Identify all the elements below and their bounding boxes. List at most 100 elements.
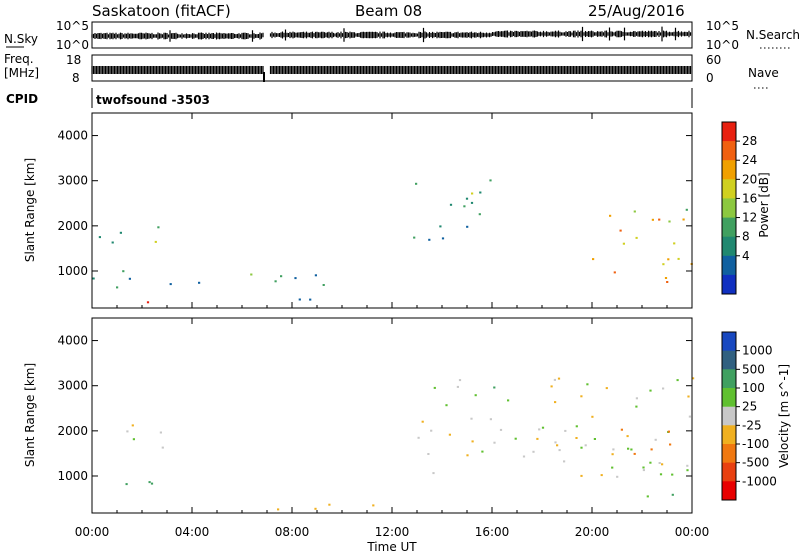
velocity-panel: 4000 3000 2000 1000 Slant Range [km] 1000 50… <box>23 317 791 514</box>
echo-cell <box>592 258 595 261</box>
power-colorbar-label: Power [dB] <box>757 172 771 237</box>
echo-cell <box>586 383 589 386</box>
x-tick-label: 00:00 <box>675 525 710 539</box>
echo-cell <box>471 440 474 443</box>
colorbar-tick-label: 1000 <box>742 344 773 358</box>
echo-cell <box>125 483 128 486</box>
echo-cell <box>157 226 160 229</box>
echo-cell <box>119 231 122 234</box>
freq-left-tick-bottom: 8 <box>72 71 80 85</box>
echo-cell <box>541 426 545 429</box>
echo-cell <box>627 447 630 450</box>
colorbar-swatch <box>722 332 736 352</box>
colorbar-tick-label: 28 <box>742 134 757 148</box>
colorbar-tick-label: -100 <box>742 437 769 451</box>
echo-cell <box>687 395 690 398</box>
echo-cell <box>274 280 277 283</box>
echo-cell <box>536 437 539 440</box>
echo-cell <box>465 197 469 200</box>
echo-cell <box>692 377 695 380</box>
echo-cell <box>470 201 474 204</box>
y-tick-label: 1000 <box>57 469 88 483</box>
colorbar-swatch <box>722 274 736 295</box>
echo-cell <box>456 385 459 388</box>
echo-cell <box>688 415 691 418</box>
time-x-axis: 00:00 04:00 08:00 12:00 16:00 20:00 00:00 <box>75 113 710 539</box>
echo-cell <box>642 466 645 469</box>
echo-cell <box>481 450 484 453</box>
echo-cell <box>161 446 164 449</box>
colorbar-swatch <box>722 444 736 464</box>
echo-cell <box>630 448 633 451</box>
echo-cell <box>489 418 492 421</box>
echo-cell <box>633 452 636 455</box>
noise-right-tick-top: 10^5 <box>706 19 739 33</box>
echo-cell <box>154 240 157 243</box>
freq-left-label-1: Freq. <box>4 52 34 66</box>
echo-cell <box>372 504 375 507</box>
echo-cell <box>664 277 668 279</box>
colorbar-frame <box>721 331 737 501</box>
echo-cell <box>417 436 420 439</box>
beam-title: Beam 08 <box>355 2 422 20</box>
echo-cell <box>478 213 481 216</box>
echo-cell <box>132 438 135 441</box>
echo-cell <box>550 385 553 388</box>
colorbar-swatch <box>722 406 736 426</box>
echo-cell <box>448 433 451 436</box>
echo-cell <box>493 386 496 389</box>
echo-cell <box>280 275 283 278</box>
power-colorbar: 28 24 20 16 12 8 4 <box>721 121 757 295</box>
echo-cell <box>557 377 561 380</box>
echo-cell <box>489 179 492 182</box>
echo-cell <box>654 438 657 441</box>
echo-cell <box>649 389 652 392</box>
freq-left-label-2: [MHz] <box>4 66 39 80</box>
noise-left-tick-bottom: 10^0 <box>56 38 89 52</box>
echo-cell <box>646 495 649 498</box>
power-panel-frame <box>91 112 693 309</box>
echo-cell <box>458 379 462 382</box>
echo-cell <box>584 444 587 447</box>
date-title: 25/Aug/2016 <box>588 2 685 20</box>
echo-cell <box>122 270 125 273</box>
echo-cell <box>613 271 616 274</box>
freq-right-tick-bottom: 0 <box>706 71 714 85</box>
echo-cell <box>499 428 503 431</box>
echo-cell <box>432 472 435 475</box>
echo-cell <box>616 475 619 478</box>
echo-cell <box>685 208 688 211</box>
echo-cell <box>92 277 95 280</box>
echo-cell <box>298 298 301 301</box>
echo-cell <box>651 218 654 221</box>
colorbar-frame <box>721 121 737 295</box>
y-tick-label: 2000 <box>57 219 88 233</box>
colorbar-swatch <box>722 350 736 370</box>
y-tick-label: 4000 <box>57 129 88 143</box>
echo-cell <box>580 446 583 449</box>
echo-cell <box>428 238 431 241</box>
echo-cell <box>148 481 151 484</box>
colorbar-tick-label: 500 <box>742 362 765 376</box>
echo-cell <box>479 191 482 194</box>
echo-cell <box>668 220 671 223</box>
echo-cell <box>600 474 603 477</box>
colorbar-tick-label: 12 <box>742 211 757 225</box>
noise-panel: N.Sky 10^5 10^0 10^5 10^0 N.Search <box>4 19 800 52</box>
echo-cell <box>671 493 674 496</box>
echo-cell <box>294 277 297 280</box>
echo-cell <box>686 469 689 472</box>
colorbar-swatch <box>722 179 736 199</box>
freq-left-tick-top: 18 <box>66 53 81 67</box>
y-tick-label: 1000 <box>57 264 88 278</box>
echo-cell <box>635 236 638 239</box>
echo-cell <box>413 236 416 239</box>
colorbar-swatch <box>722 141 736 161</box>
echo-cell <box>563 460 566 463</box>
colorbar-swatch <box>722 462 736 482</box>
echo-cell <box>553 378 556 381</box>
echo-cell <box>493 441 496 444</box>
echo-cell <box>682 218 685 221</box>
freq-panel: Freq. [MHz] 18 8 60 0 Nave <box>4 52 779 89</box>
